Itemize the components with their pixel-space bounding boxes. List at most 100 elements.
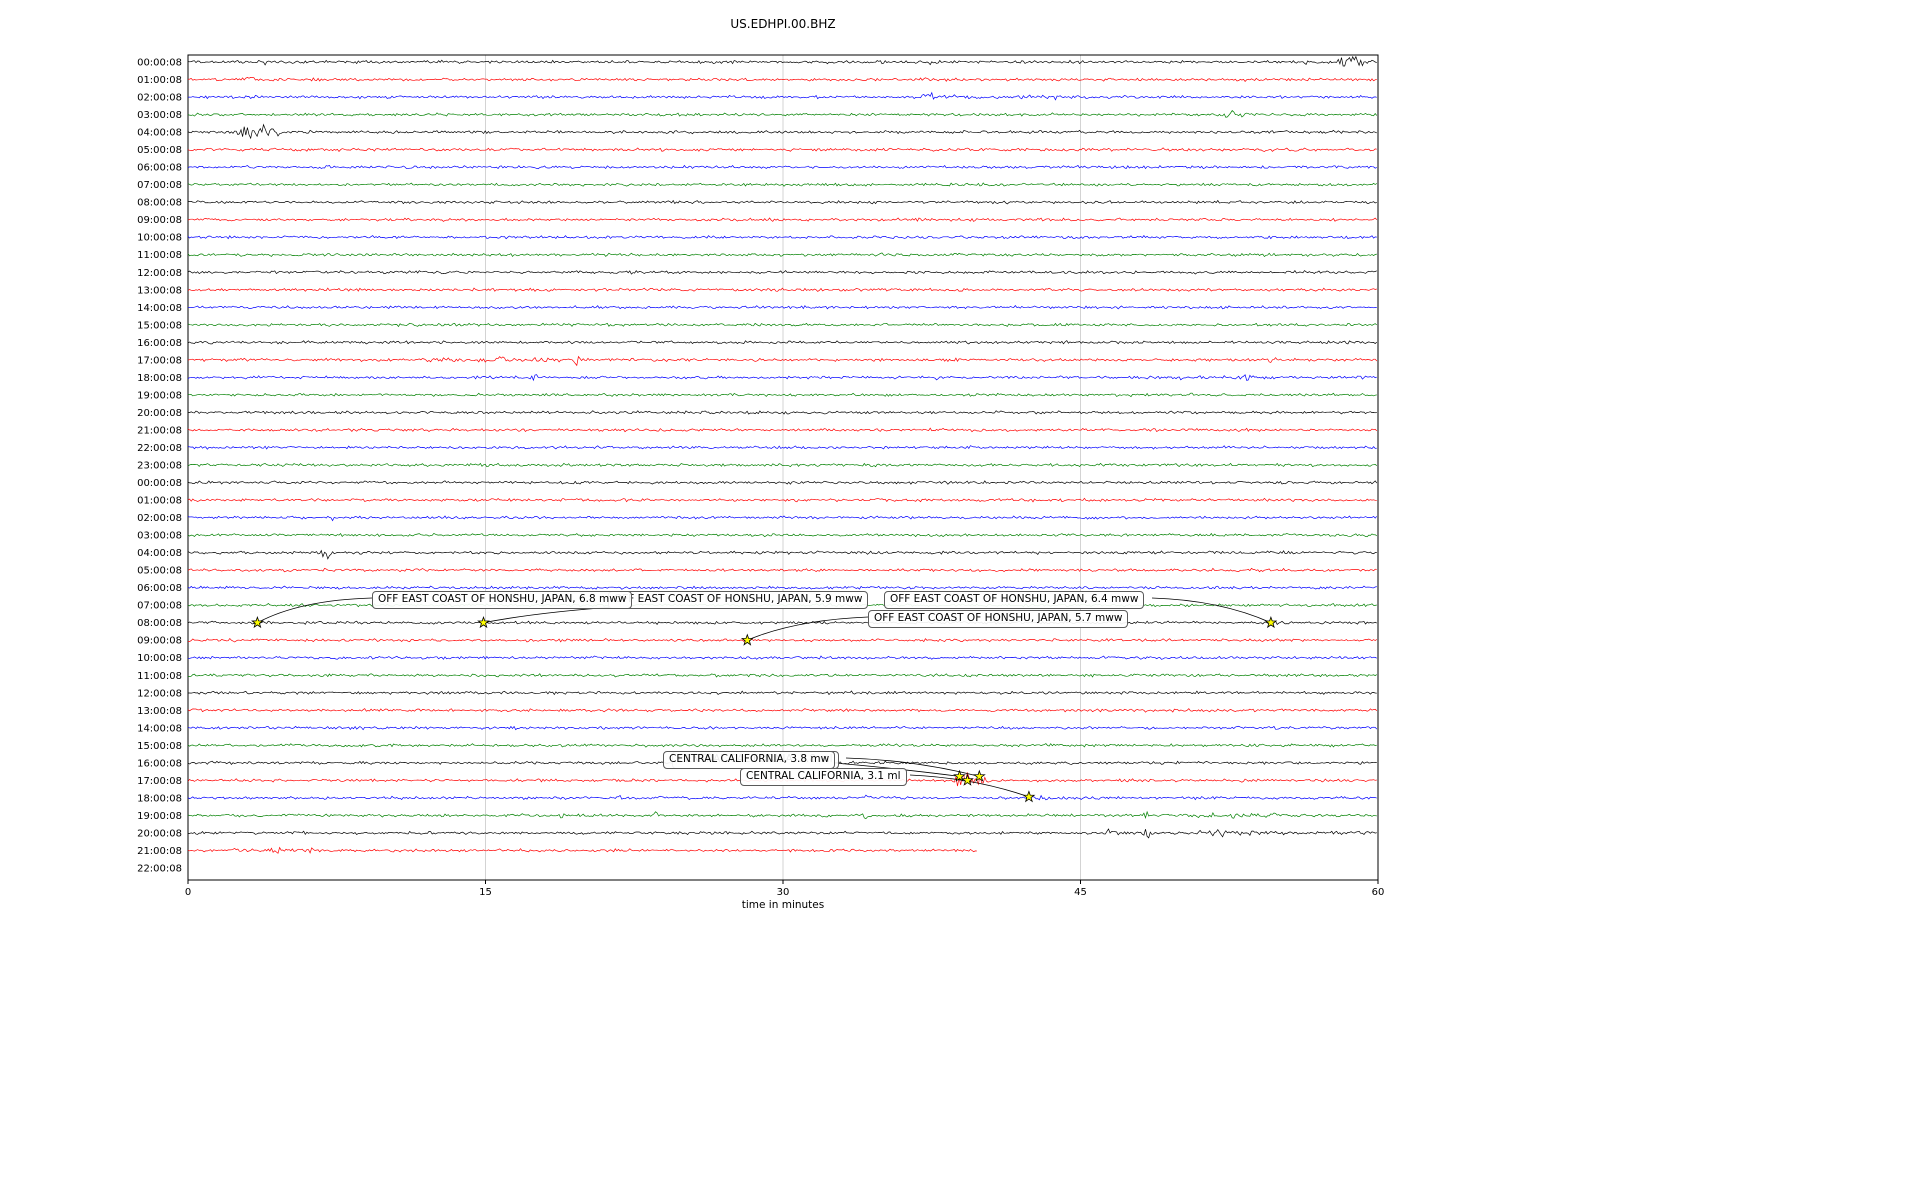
row-time-label: 19:00:08 <box>137 811 182 822</box>
event-star-icon <box>972 769 986 782</box>
row-time-label: 06:00:08 <box>137 583 182 594</box>
seismogram-trace <box>187 182 1377 187</box>
row-time-label: 12:00:08 <box>137 268 182 279</box>
event-annotation: OFF EAST COAST OF HONSHU, JAPAN, 6.4 mww <box>884 591 1145 609</box>
row-time-label: 08:00:08 <box>137 198 182 209</box>
seismogram-trace <box>187 655 1377 660</box>
seismogram-trace <box>187 549 1377 560</box>
seismogram-trace <box>187 427 1378 433</box>
seismogram-trace <box>188 637 1377 643</box>
row-time-label: 01:00:08 <box>137 496 182 507</box>
row-time-label: 16:00:08 <box>137 338 182 349</box>
callout-line <box>1151 597 1272 624</box>
seismogram-trace <box>187 445 1377 450</box>
row-time-label: 22:00:08 <box>137 864 182 875</box>
row-time-label: 10:00:08 <box>137 653 182 664</box>
row-time-label: 02:00:08 <box>137 93 182 104</box>
seismogram-trace <box>187 340 1378 345</box>
seismogram-trace <box>187 287 1377 292</box>
figure-title: US.EDHPI.00.BHZ <box>730 17 836 31</box>
seismogram-trace <box>187 497 1377 503</box>
seismogram-trace <box>188 690 1377 696</box>
row-time-label: 23:00:08 <box>137 461 182 472</box>
seismogram-trace <box>187 123 1377 140</box>
seismogram-trace <box>187 77 1377 82</box>
seismogram-trace <box>187 392 1377 398</box>
row-time-label: 06:00:08 <box>137 163 182 174</box>
row-time-label: 03:00:08 <box>137 531 182 542</box>
row-time-label: 20:00:08 <box>137 828 182 839</box>
row-time-label: 10:00:08 <box>137 233 182 244</box>
event-star-icon <box>740 633 754 646</box>
row-time-label: 18:00:08 <box>137 373 182 384</box>
seismogram-trace <box>187 374 1377 382</box>
seismogram-trace <box>187 828 1377 839</box>
row-time-label: 16:00:08 <box>137 758 182 769</box>
row-time-label: 05:00:08 <box>137 145 182 156</box>
seismogram-trace <box>187 109 1378 118</box>
seismogram-trace <box>187 305 1377 310</box>
callout-line <box>909 774 1030 798</box>
row-time-label: 22:00:08 <box>137 443 182 454</box>
seismogram-trace <box>187 235 1377 240</box>
seismogram-trace <box>187 725 1378 731</box>
x-tick-label: 60 <box>1372 887 1385 898</box>
x-tick-label: 45 <box>1074 887 1087 898</box>
seismogram-trace <box>187 199 1377 205</box>
event-star-icon <box>1022 790 1036 803</box>
seismogram-trace <box>187 810 1377 820</box>
row-time-label: 00:00:08 <box>137 58 182 69</box>
event-star-icon <box>953 769 966 782</box>
row-time-label: 00:00:08 <box>137 478 182 489</box>
row-time-label: 21:00:08 <box>137 846 182 857</box>
event-star-icon <box>1264 615 1278 629</box>
row-time-label: 13:00:08 <box>137 285 182 296</box>
seismogram-trace <box>187 567 1377 573</box>
x-tick-label: 15 <box>479 887 492 898</box>
row-time-label: 20:00:08 <box>137 408 182 419</box>
row-time-label: 03:00:08 <box>137 110 182 121</box>
seismogram-trace <box>187 252 1377 257</box>
seismogram-trace <box>187 743 1377 748</box>
row-time-label: 13:00:08 <box>137 706 182 717</box>
event-annotation: CENTRAL CALIFORNIA, 3.8 mw <box>663 751 836 769</box>
row-time-label: 09:00:08 <box>137 215 182 226</box>
seismogram-trace <box>187 515 1378 522</box>
seismogram-trace <box>187 480 1378 485</box>
row-time-label: 17:00:08 <box>137 355 182 366</box>
x-axis-label: time in minutes <box>741 899 825 911</box>
row-time-label: 11:00:08 <box>137 671 182 682</box>
callout-line <box>747 616 869 641</box>
row-time-label: 18:00:08 <box>137 793 182 804</box>
row-time-label: 07:00:08 <box>137 180 182 191</box>
event-star-icon <box>477 615 490 629</box>
seismogram-trace <box>188 673 1377 678</box>
callout-line <box>257 597 373 624</box>
row-time-label: 19:00:08 <box>137 390 182 401</box>
row-time-label: 14:00:08 <box>137 303 182 314</box>
x-tick-label: 30 <box>777 887 790 898</box>
event-star-icon <box>251 615 264 629</box>
seismogram-trace <box>187 846 977 854</box>
event-annotation: CENTRAL CALIFORNIA, 3.1 ml <box>740 768 907 786</box>
event-star-icon <box>961 773 974 786</box>
row-time-label: 17:00:08 <box>137 776 182 787</box>
event-annotation: OFF EAST COAST OF HONSHU, JAPAN, 6.8 mww <box>372 591 633 609</box>
row-time-label: 07:00:08 <box>137 601 182 612</box>
row-time-label: 15:00:08 <box>137 320 182 331</box>
seismogram-trace <box>187 55 1377 67</box>
seismogram-trace <box>187 410 1377 415</box>
seismogram-trace <box>187 270 1377 275</box>
row-time-label: 09:00:08 <box>137 636 182 647</box>
row-time-label: 04:00:08 <box>137 128 182 139</box>
seismogram-trace <box>187 355 1378 367</box>
row-time-label: 15:00:08 <box>137 741 182 752</box>
seismogram-trace <box>187 322 1378 328</box>
row-time-label: 11:00:08 <box>137 250 182 261</box>
row-time-label: 02:00:08 <box>137 513 182 524</box>
seismogram-trace <box>187 462 1378 468</box>
row-time-label: 21:00:08 <box>137 425 182 436</box>
seismogram-trace <box>187 91 1377 101</box>
